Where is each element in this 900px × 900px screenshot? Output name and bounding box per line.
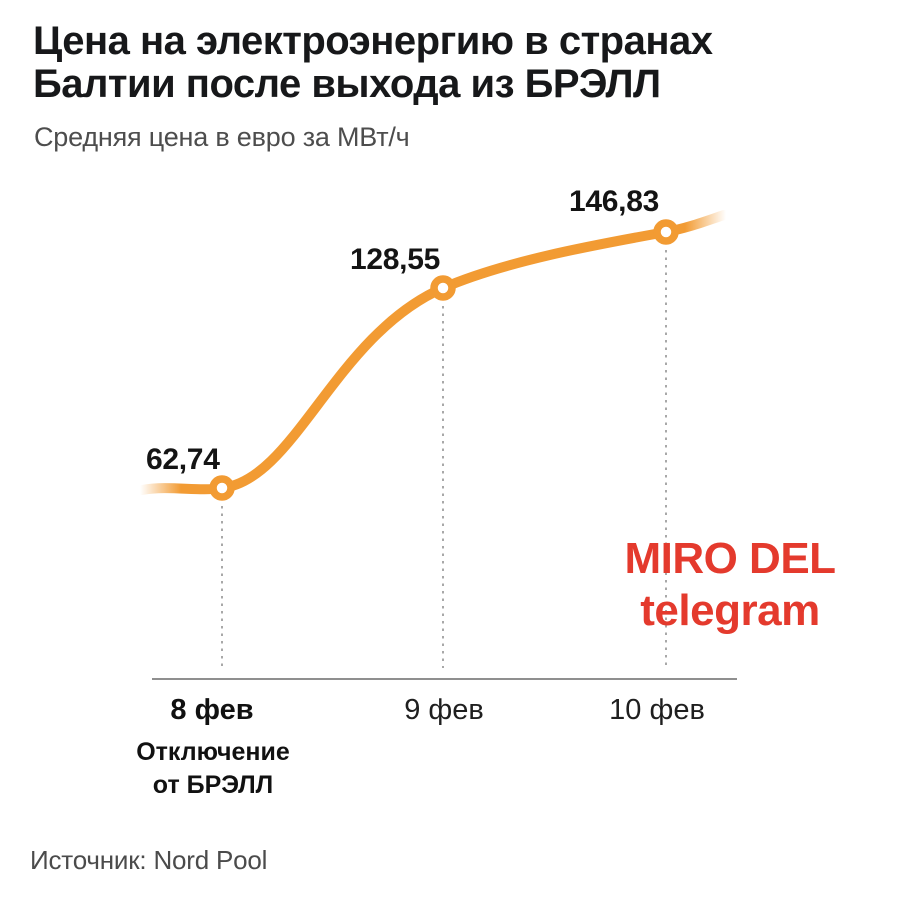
page-title-line-1: Цена на электроэнергию в странах — [33, 19, 713, 63]
source-note: Источник: Nord Pool — [30, 845, 268, 875]
chart-subtitle: Средняя цена в евро за МВт/ч — [34, 122, 410, 152]
value-label-8-feb: 62,74 — [146, 443, 220, 476]
value-label-9-feb: 128,55 — [350, 243, 440, 276]
watermark-line-1: MIRO DEL — [624, 534, 836, 583]
x-annotation-brell-disconnect: Отключение от БРЭЛЛ — [113, 736, 313, 801]
page-title: Цена на электроэнергию в странах Балтии … — [33, 20, 843, 106]
page-title-line-2: Балтии после выхода из БРЭЛЛ — [33, 61, 661, 106]
value-label-10-feb: 146,83 — [569, 185, 659, 218]
data-point-marker-8-feb — [209, 475, 235, 501]
watermark: MIRO DEL telegram — [579, 533, 881, 637]
x-label-10-feb: 10 фев — [609, 694, 705, 726]
x-label-9-feb: 9 фев — [404, 694, 484, 726]
x-annotation-line-2: от БРЭЛЛ — [152, 770, 274, 799]
watermark-line-2: telegram — [640, 585, 820, 635]
data-point-marker-9-feb — [430, 275, 456, 301]
x-label-8-feb: 8 фев — [170, 694, 254, 726]
data-point-marker-10-feb — [653, 219, 679, 245]
x-annotation-line-1: Отключение — [136, 738, 290, 766]
